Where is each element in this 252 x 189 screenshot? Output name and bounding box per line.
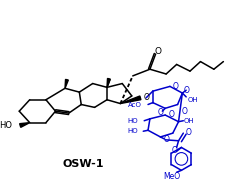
Text: HO: HO <box>128 118 139 124</box>
Polygon shape <box>120 96 141 104</box>
Text: O: O <box>158 108 163 117</box>
Text: O: O <box>169 110 175 119</box>
Text: O: O <box>185 128 191 137</box>
Text: O: O <box>173 82 179 91</box>
Polygon shape <box>20 123 30 127</box>
Polygon shape <box>107 78 110 87</box>
Text: HO: HO <box>127 128 138 134</box>
Text: O: O <box>172 146 178 155</box>
Text: O: O <box>181 107 187 116</box>
Text: MeO: MeO <box>163 172 180 180</box>
Text: OSW-1: OSW-1 <box>62 159 104 169</box>
Text: O: O <box>183 86 189 95</box>
Text: OH: OH <box>188 97 199 103</box>
Polygon shape <box>65 79 68 88</box>
Text: O: O <box>163 135 169 144</box>
Text: AcO: AcO <box>129 101 142 108</box>
Text: HO: HO <box>0 121 13 130</box>
Text: OH: OH <box>183 118 194 124</box>
Text: O: O <box>143 93 149 102</box>
Text: O: O <box>154 47 161 56</box>
